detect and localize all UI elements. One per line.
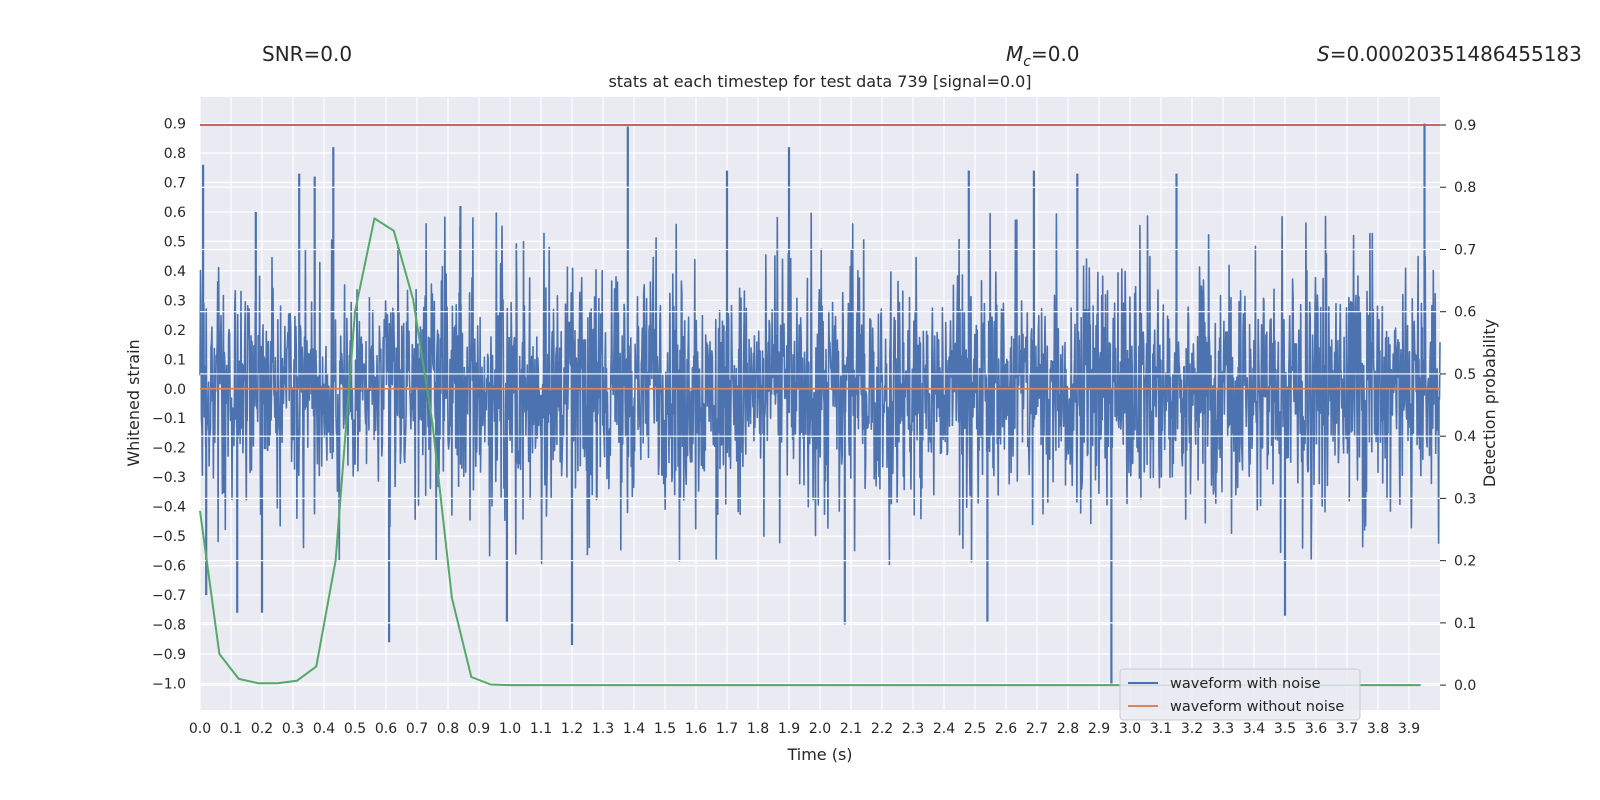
x-tick-label: 3.0 <box>1119 721 1141 737</box>
x-tick-label: 3.8 <box>1367 721 1389 737</box>
legend-box <box>1119 668 1361 721</box>
x-tick-label: 0.3 <box>282 721 304 737</box>
x-tick-label: 2.5 <box>964 721 986 737</box>
x-tick-label: 2.9 <box>1088 721 1110 737</box>
y-tick-label: 0.7 <box>164 175 186 191</box>
x-tick-label: 1.8 <box>747 721 769 737</box>
y2-tick-label: 0.4 <box>1454 429 1476 445</box>
y-tick-label: −0.8 <box>152 618 186 634</box>
y-tick-label: −0.5 <box>152 529 186 545</box>
y2-tick-label: 0.0 <box>1454 678 1476 694</box>
y-tick-label: 0.8 <box>164 146 186 162</box>
snr-label: SNR=0.0 <box>262 42 352 66</box>
y-tick-label: 0.0 <box>164 382 186 398</box>
x-tick-label: 2.8 <box>1057 721 1079 737</box>
x-tick-label: 2.7 <box>1026 721 1048 737</box>
y-axis-label: Whitened strain <box>124 339 143 466</box>
x-tick-label: 2.3 <box>902 721 924 737</box>
noise-trace <box>199 212 1441 566</box>
y-tick-label: 0.4 <box>164 264 186 280</box>
legend-label-noise: waveform with noise <box>1170 676 1321 692</box>
chart-title: stats at each timestep for test data 739… <box>608 72 1031 91</box>
y2-axis-label: Detection probability <box>1480 319 1499 487</box>
x-tick-label: 0.8 <box>437 721 459 737</box>
x-tick-label: 3.9 <box>1398 721 1420 737</box>
x-tick-label: 3.6 <box>1305 721 1327 737</box>
y2-tick-label: 0.1 <box>1454 616 1476 632</box>
x-tick-label: 2.2 <box>871 721 893 737</box>
series-detection-probability <box>199 217 1421 687</box>
x-tick-label: 0.2 <box>251 721 273 737</box>
x-tick-label: 1.0 <box>499 721 521 737</box>
y2-tick-label: 0.3 <box>1454 491 1476 507</box>
x-tick-label: 1.5 <box>654 721 676 737</box>
y-tick-label: 0.6 <box>164 205 186 221</box>
y2-tick-label: 0.7 <box>1454 242 1476 258</box>
y-tick-label: −0.3 <box>152 470 186 486</box>
x-tick-label: 3.7 <box>1336 721 1358 737</box>
y-tick-label: 0.1 <box>164 352 186 368</box>
x-tick-label: 0.7 <box>406 721 428 737</box>
y-tick-label: 0.9 <box>164 117 186 133</box>
x-tick-label: 0.6 <box>375 721 397 737</box>
x-tick-label: 1.6 <box>685 721 707 737</box>
y-tick-label: −0.4 <box>152 500 186 516</box>
y2-tick-label: 0.8 <box>1454 180 1476 196</box>
x-tick-label: 2.1 <box>840 721 862 737</box>
x-tick-label: 3.3 <box>1212 721 1234 737</box>
y-tick-label: 0.2 <box>164 323 186 339</box>
legend-label-clean: waveform without noise <box>1170 699 1344 715</box>
x-tick-label: 1.3 <box>592 721 614 737</box>
x-tick-label: 1.9 <box>778 721 800 737</box>
x-tick-label: 2.6 <box>995 721 1017 737</box>
y-tick-label: −0.9 <box>152 647 186 663</box>
y-tick-labels: 0.9 0.8 0.7 0.6 0.5 0.4 0.3 0.2 0.1 0.0 −0.1 −0.2 −0… <box>152 117 186 693</box>
x-tick-label: 0.9 <box>468 721 490 737</box>
y-tick-label: 0.3 <box>164 293 186 309</box>
x-axis-label: Time (s) <box>786 745 852 764</box>
series-waveform-with-noise <box>199 123 1441 684</box>
probability-line <box>199 217 1421 687</box>
y-tick-label: −0.1 <box>152 411 186 427</box>
x-tick-label: 1.2 <box>561 721 583 737</box>
y2-tick-label: 0.5 <box>1454 367 1476 383</box>
y-tick-label: 0.5 <box>164 234 186 250</box>
x-tick-label: 0.4 <box>313 721 335 737</box>
s-stat-label: S=0.00020351486455183 <box>1317 42 1582 66</box>
x-tick-label: 3.4 <box>1243 721 1265 737</box>
x-tick-label: 2.0 <box>809 721 831 737</box>
y2-tick-label: 0.6 <box>1454 305 1476 321</box>
y2-tick-labels: 0.9 0.8 0.7 0.6 0.5 0.4 0.3 0.2 0.1 0.0 <box>1440 118 1476 694</box>
y2-tick-label: 0.2 <box>1454 554 1476 570</box>
y-tick-label: −0.6 <box>152 559 186 575</box>
legend: waveform with noise waveform without noi… <box>1119 668 1361 721</box>
y-tick-label: −0.7 <box>152 588 186 604</box>
y2-gridlines <box>200 124 1440 686</box>
x-tick-label: 2.4 <box>933 721 955 737</box>
x-tick-label: 0.0 <box>189 721 211 737</box>
x-tick-labels: 0.0 0.1 0.2 0.3 0.4 0.5 0.6 0.7 0.8 0.9 1.0 1.1 1.2 1… <box>189 721 1420 737</box>
y-tick-label: −1.0 <box>152 676 186 692</box>
y-tick-label: −0.2 <box>152 441 186 457</box>
x-tick-label: 3.1 <box>1150 721 1172 737</box>
x-tick-label: 0.5 <box>344 721 366 737</box>
x-tick-label: 1.7 <box>716 721 738 737</box>
x-tick-label: 3.2 <box>1181 721 1203 737</box>
chirp-mass-label: Mc=0.0 <box>1006 42 1080 70</box>
x-tick-label: 1.1 <box>530 721 552 737</box>
x-tick-label: 1.4 <box>623 721 645 737</box>
x-tick-label: 0.1 <box>220 721 242 737</box>
x-tick-label: 3.5 <box>1274 721 1296 737</box>
y2-tick-label: 0.9 <box>1454 118 1476 134</box>
